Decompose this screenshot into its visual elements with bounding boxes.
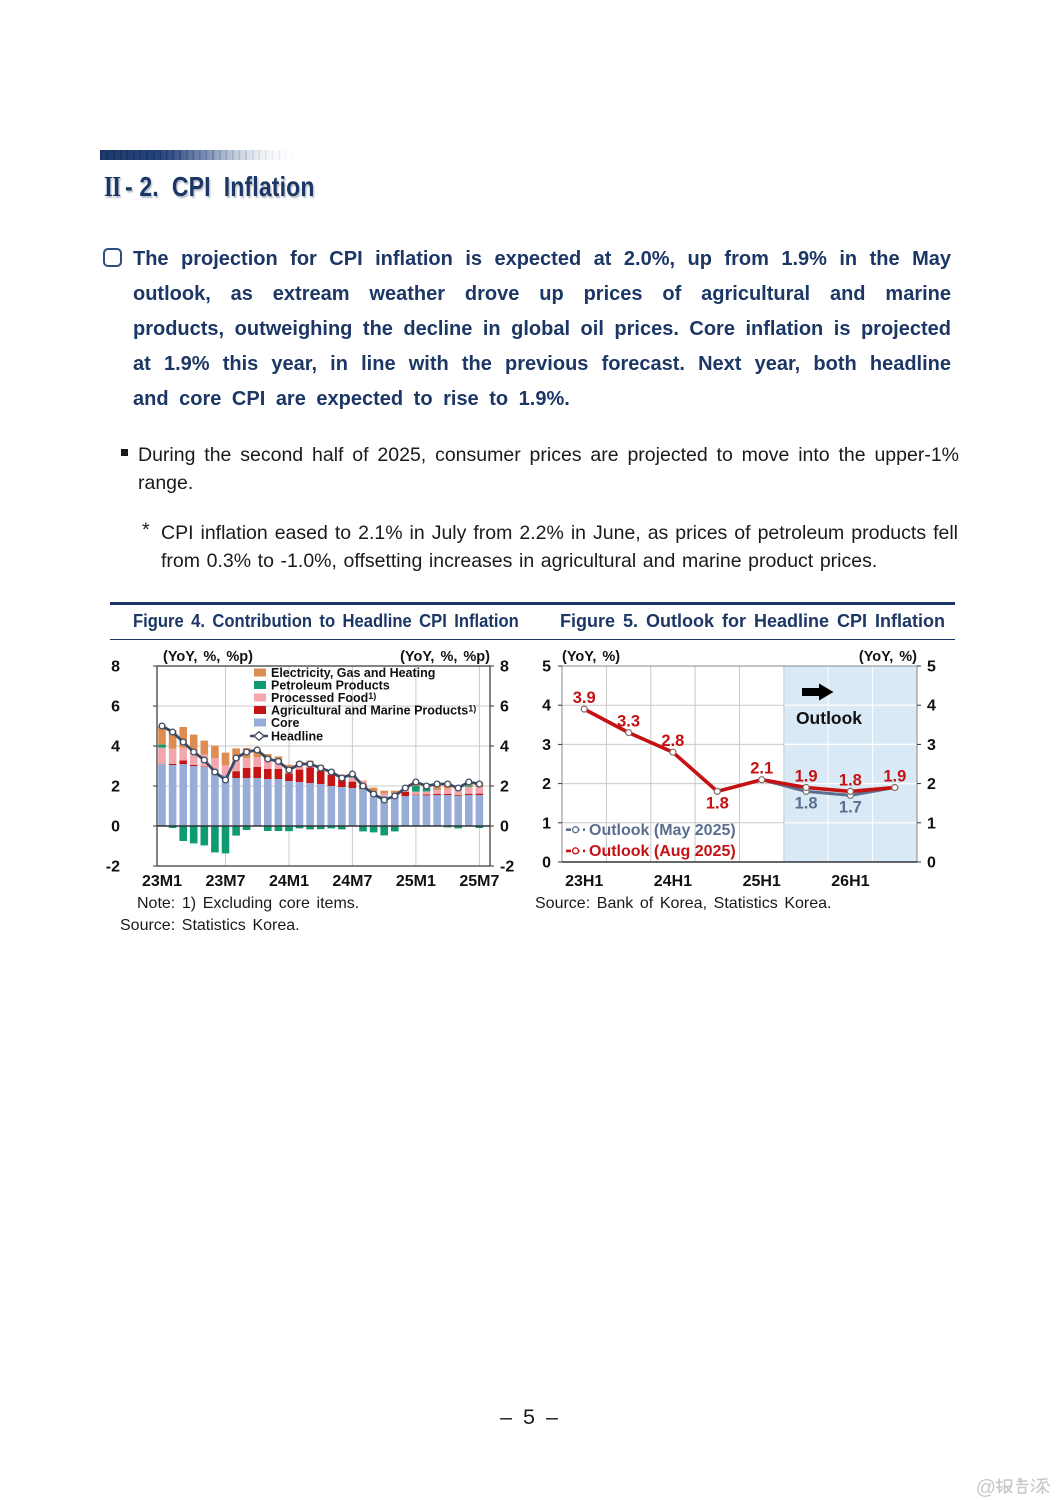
svg-text:23M7: 23M7 [205,873,245,890]
svg-text:2: 2 [111,779,120,796]
svg-text:Outlook: Outlook [796,708,862,728]
svg-text:8: 8 [500,659,509,676]
svg-text:25H1: 25H1 [743,873,781,890]
svg-text:3.3: 3.3 [617,713,640,731]
svg-text:0: 0 [542,855,551,872]
svg-text:2: 2 [542,776,551,793]
svg-text:2.1: 2.1 [750,760,773,778]
svg-text:(YoY, %, %p): (YoY, %, %p) [163,649,253,665]
svg-text:Agricultural and Marine Produc: Agricultural and Marine Products1) [271,704,476,718]
svg-text:1.7: 1.7 [839,798,862,816]
svg-text:4: 4 [500,739,509,756]
svg-text:6: 6 [111,699,120,716]
svg-text:8: 8 [111,659,120,676]
svg-text:3: 3 [927,737,936,754]
svg-text:4: 4 [542,698,551,715]
svg-text:24H1: 24H1 [654,873,692,890]
svg-text:Petroleum Products: Petroleum Products [271,679,390,693]
svg-text:1.8: 1.8 [839,771,862,789]
svg-text:26H1: 26H1 [831,873,869,890]
svg-text:1.9: 1.9 [795,768,818,786]
svg-text:25M7: 25M7 [459,873,499,890]
svg-text:5: 5 [927,659,936,676]
svg-text:1.9: 1.9 [883,768,906,786]
svg-text:0: 0 [500,819,509,836]
svg-text:1: 1 [927,815,936,832]
svg-text:0: 0 [927,855,936,872]
svg-text:Source: Bank of Korea, Statist: Source: Bank of Korea, Statistics Korea. [535,895,831,912]
svg-text:-2: -2 [106,859,120,876]
svg-text:6: 6 [500,699,509,716]
svg-text:4: 4 [927,698,936,715]
svg-text:1: 1 [542,815,551,832]
svg-text:(YoY, %, %p): (YoY, %, %p) [400,649,490,665]
svg-text:0: 0 [111,819,120,836]
svg-text:1.8: 1.8 [795,794,818,812]
svg-text:(YoY, %): (YoY, %) [859,649,917,665]
svg-text:Core: Core [271,716,300,730]
svg-text:3.9: 3.9 [573,689,596,707]
svg-text:Processed Food1): Processed Food1) [271,691,376,705]
svg-text:4: 4 [111,739,120,756]
svg-text:(YoY, %): (YoY, %) [562,649,620,665]
svg-text:24M1: 24M1 [269,873,309,890]
svg-text:Electricity, Gas and Heating: Electricity, Gas and Heating [271,666,435,680]
svg-text:2.8: 2.8 [661,732,684,750]
svg-text:Source: Statistics Korea.: Source: Statistics Korea. [120,917,300,934]
svg-text:1.8: 1.8 [706,794,729,812]
svg-text:25M1: 25M1 [396,873,436,890]
svg-text:23M1: 23M1 [142,873,182,890]
svg-text:-2: -2 [500,859,514,876]
svg-text:24M7: 24M7 [332,873,372,890]
svg-text:2: 2 [927,776,936,793]
svg-text:2: 2 [500,779,509,796]
svg-text:Outlook (May 2025): Outlook (May 2025) [589,822,736,839]
svg-text:Outlook (Aug 2025): Outlook (Aug 2025) [589,843,736,860]
svg-text:3: 3 [542,737,551,754]
svg-text:5: 5 [542,659,551,676]
svg-text:Headline: Headline [271,730,323,744]
svg-text:Note: 1) Excluding core items.: Note: 1) Excluding core items. [137,895,359,912]
svg-text:23H1: 23H1 [565,873,603,890]
